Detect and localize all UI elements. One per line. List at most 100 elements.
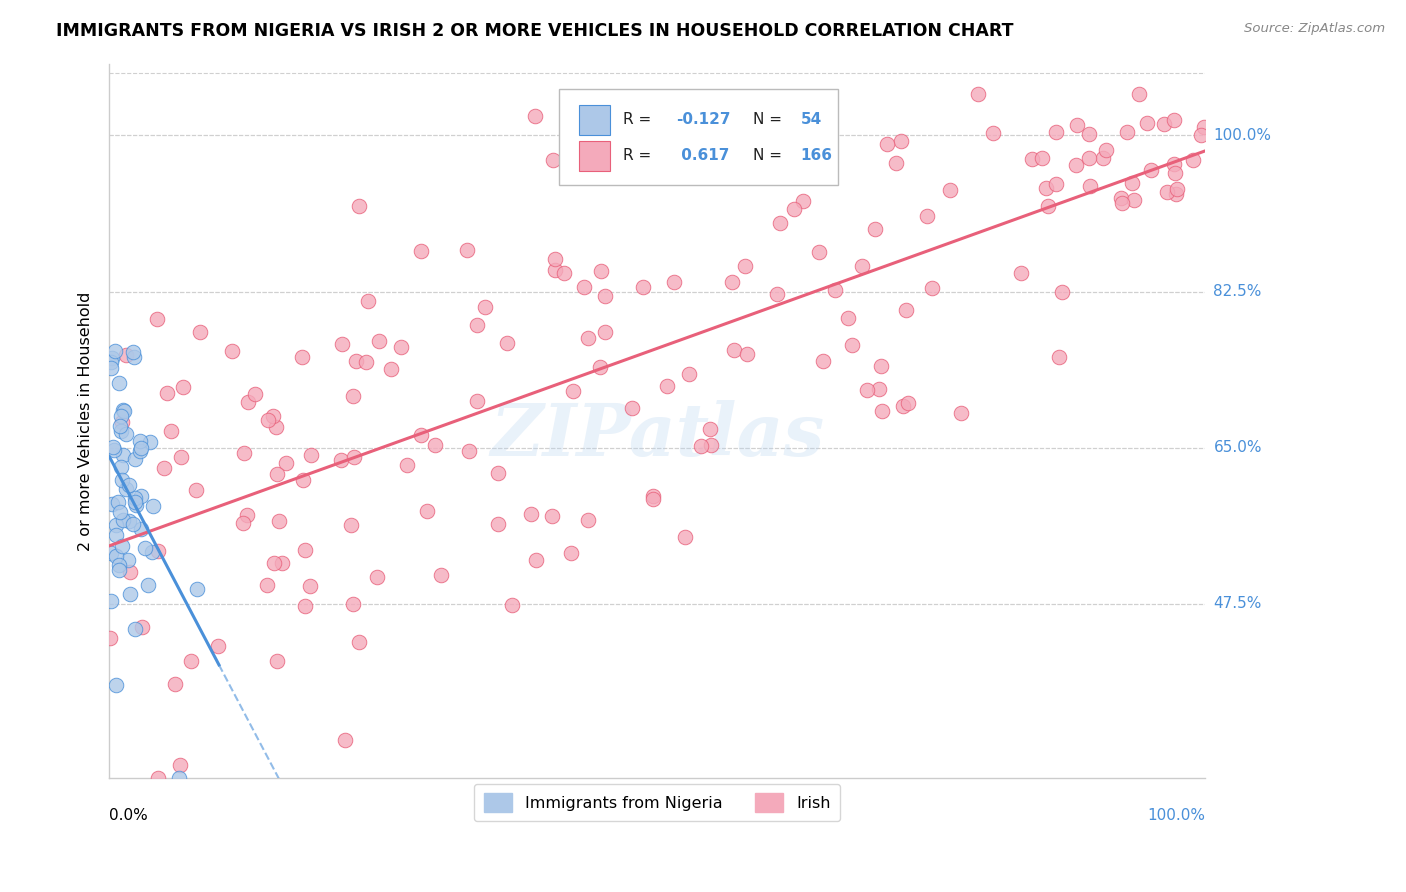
Point bbox=[678, 367, 700, 381]
Point bbox=[458, 444, 481, 458]
Point bbox=[342, 389, 364, 403]
Point bbox=[541, 508, 564, 523]
Text: N =: N = bbox=[752, 112, 786, 128]
Point bbox=[891, 400, 914, 414]
Text: N =: N = bbox=[752, 148, 786, 163]
Point bbox=[1166, 181, 1188, 195]
Point bbox=[110, 409, 132, 423]
Text: R =: R = bbox=[623, 148, 657, 163]
Point bbox=[124, 622, 146, 636]
Point bbox=[837, 310, 859, 325]
Point bbox=[721, 275, 744, 289]
Point bbox=[122, 350, 145, 364]
Point bbox=[1064, 158, 1087, 172]
Point bbox=[357, 293, 380, 308]
Point bbox=[243, 387, 266, 401]
Point bbox=[735, 347, 758, 361]
Point bbox=[354, 355, 377, 369]
Point bbox=[167, 771, 190, 785]
Point bbox=[343, 450, 366, 464]
Point bbox=[841, 338, 863, 352]
Point bbox=[186, 483, 208, 498]
Point bbox=[824, 283, 846, 297]
Text: 0.617: 0.617 bbox=[676, 148, 730, 163]
Point bbox=[292, 473, 315, 487]
Point bbox=[1109, 191, 1132, 205]
Point bbox=[1121, 176, 1143, 190]
Point bbox=[621, 401, 644, 415]
Point bbox=[188, 325, 211, 339]
Point bbox=[456, 243, 478, 257]
Point bbox=[967, 87, 990, 101]
Text: R =: R = bbox=[623, 112, 657, 128]
Point bbox=[163, 677, 186, 691]
Point bbox=[330, 453, 353, 467]
Point bbox=[262, 409, 284, 423]
Point bbox=[1077, 127, 1099, 141]
Point bbox=[112, 448, 135, 462]
Point bbox=[233, 446, 256, 460]
Point bbox=[105, 528, 128, 542]
Point bbox=[256, 578, 278, 592]
Point bbox=[543, 263, 565, 277]
Point bbox=[884, 156, 907, 170]
Point bbox=[423, 438, 446, 452]
Point bbox=[641, 490, 664, 504]
Point bbox=[1050, 285, 1073, 300]
Point bbox=[1163, 157, 1185, 171]
Y-axis label: 2 or more Vehicles in Household: 2 or more Vehicles in Household bbox=[79, 292, 93, 550]
Point bbox=[122, 516, 145, 531]
Point bbox=[347, 635, 370, 649]
Point bbox=[115, 427, 138, 442]
Point bbox=[1094, 143, 1116, 157]
Point bbox=[108, 558, 131, 572]
Point bbox=[501, 599, 523, 613]
Point bbox=[299, 449, 322, 463]
Point bbox=[332, 337, 354, 351]
Point bbox=[769, 215, 792, 229]
Point bbox=[141, 545, 163, 559]
Point bbox=[169, 757, 191, 772]
Bar bbox=[579, 141, 610, 171]
Point bbox=[524, 553, 547, 567]
Point bbox=[1021, 152, 1043, 166]
Point bbox=[1136, 116, 1159, 130]
Point bbox=[765, 287, 787, 301]
Text: 47.5%: 47.5% bbox=[1213, 597, 1261, 611]
Point bbox=[486, 517, 509, 532]
Point bbox=[1031, 151, 1053, 165]
Point bbox=[111, 473, 134, 487]
Point bbox=[146, 771, 169, 785]
Point bbox=[1153, 117, 1175, 131]
Point bbox=[110, 460, 132, 475]
Point bbox=[105, 678, 128, 692]
Point bbox=[524, 109, 547, 123]
Point bbox=[256, 413, 278, 427]
Point bbox=[118, 587, 141, 601]
Point bbox=[1116, 125, 1139, 139]
Point bbox=[108, 563, 131, 577]
Point bbox=[811, 354, 834, 368]
Point bbox=[121, 345, 143, 359]
Point bbox=[270, 556, 292, 570]
Point bbox=[723, 343, 745, 357]
Point bbox=[1122, 193, 1144, 207]
Point bbox=[108, 505, 131, 519]
Point bbox=[1140, 163, 1163, 178]
Point bbox=[380, 362, 402, 376]
Point bbox=[124, 452, 146, 467]
Point bbox=[655, 378, 678, 392]
Point bbox=[782, 202, 804, 216]
Point bbox=[172, 380, 194, 394]
Point bbox=[807, 245, 830, 260]
Point bbox=[1156, 185, 1178, 199]
Point bbox=[349, 198, 371, 212]
Point bbox=[366, 570, 388, 584]
Point bbox=[465, 394, 488, 409]
Point bbox=[100, 355, 122, 369]
Point bbox=[415, 504, 437, 518]
Point bbox=[870, 404, 893, 418]
Point bbox=[112, 513, 135, 527]
Point bbox=[780, 148, 803, 162]
Point bbox=[863, 222, 886, 236]
